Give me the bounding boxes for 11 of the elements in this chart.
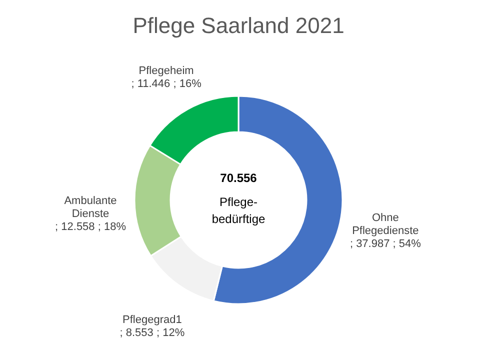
text: 70.556	[220, 171, 258, 185]
slice-label: Ambulante Dienste	[64, 195, 117, 220]
slice-label: Ohne Pflegedienste	[352, 212, 419, 237]
text: Pflege- bedürftige	[212, 195, 266, 226]
slice-label: Pflegegrad1	[122, 314, 182, 326]
data-label: ; 37.987 ; 54%	[350, 238, 422, 250]
data-label: ; 11.446 ; 16%	[131, 78, 202, 90]
chart-title: Pflege Saarland 2021	[132, 13, 344, 38]
data-label: ; 12.558 ; 18%	[55, 221, 126, 234]
data-label: ; 8.553 ; 12%	[120, 327, 185, 340]
slice-label: Pflegeheim	[138, 64, 194, 77]
